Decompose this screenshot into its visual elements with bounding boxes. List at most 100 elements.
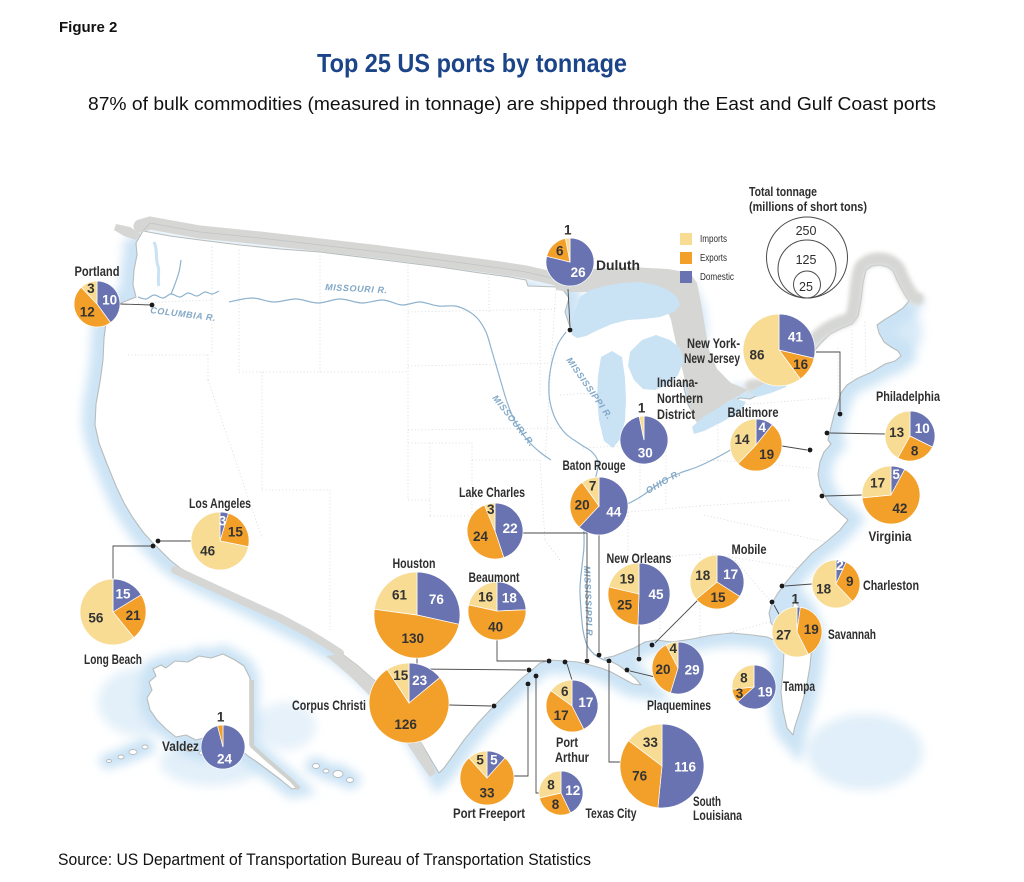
- svg-text:125: 125: [796, 253, 817, 267]
- svg-text:12: 12: [565, 783, 580, 798]
- svg-text:3: 3: [736, 686, 744, 701]
- svg-text:Louisiana: Louisiana: [693, 808, 742, 823]
- svg-text:District: District: [657, 407, 695, 422]
- svg-text:19: 19: [804, 622, 819, 637]
- svg-text:5: 5: [476, 752, 484, 767]
- svg-text:18: 18: [502, 591, 518, 606]
- svg-text:Baton Rouge: Baton Rouge: [563, 458, 626, 473]
- svg-text:116: 116: [674, 760, 696, 775]
- svg-text:Tampa: Tampa: [783, 679, 815, 694]
- svg-text:45: 45: [648, 587, 664, 602]
- svg-text:15: 15: [115, 587, 131, 602]
- svg-text:Domestic: Domestic: [700, 272, 734, 283]
- svg-text:12: 12: [80, 305, 95, 320]
- svg-text:21: 21: [126, 608, 142, 623]
- svg-text:10: 10: [102, 292, 117, 307]
- svg-text:44: 44: [606, 504, 622, 519]
- svg-text:Houston: Houston: [393, 556, 436, 571]
- svg-text:26: 26: [571, 265, 587, 280]
- svg-text:5: 5: [892, 467, 900, 482]
- svg-text:61: 61: [392, 587, 408, 602]
- svg-text:29: 29: [685, 663, 700, 678]
- svg-text:10: 10: [915, 421, 930, 436]
- svg-text:Virginia: Virginia: [869, 529, 912, 544]
- svg-text:24: 24: [217, 752, 233, 767]
- svg-text:New Jersey: New Jersey: [684, 351, 740, 366]
- svg-text:South: South: [693, 794, 721, 809]
- svg-text:Plaquemines: Plaquemines: [647, 698, 711, 713]
- svg-text:Mobile: Mobile: [732, 542, 767, 557]
- svg-text:New York-: New York-: [687, 336, 740, 351]
- svg-text:MISSISSIPPI R.: MISSISSIPPI R.: [582, 566, 595, 640]
- svg-text:Portland: Portland: [75, 264, 120, 279]
- svg-text:19: 19: [620, 571, 635, 586]
- svg-text:Charleston: Charleston: [863, 578, 919, 593]
- svg-text:24: 24: [473, 529, 489, 544]
- svg-text:18: 18: [695, 568, 711, 583]
- svg-text:Long Beach: Long Beach: [84, 652, 142, 667]
- svg-text:8: 8: [552, 797, 560, 812]
- svg-text:Savannah: Savannah: [828, 627, 876, 642]
- svg-text:Indiana-: Indiana-: [657, 375, 698, 390]
- svg-text:46: 46: [200, 544, 216, 559]
- svg-text:New Orleans: New Orleans: [607, 551, 672, 566]
- svg-text:17: 17: [870, 475, 885, 490]
- svg-text:Arthur: Arthur: [555, 750, 590, 765]
- svg-text:19: 19: [758, 684, 773, 699]
- svg-text:56: 56: [88, 611, 104, 626]
- svg-text:Exports: Exports: [700, 253, 727, 264]
- svg-text:4: 4: [758, 420, 766, 435]
- svg-text:76: 76: [632, 768, 648, 783]
- svg-text:1: 1: [792, 592, 800, 607]
- svg-text:3: 3: [87, 281, 95, 296]
- svg-text:23: 23: [412, 673, 428, 688]
- svg-text:40: 40: [488, 619, 503, 634]
- svg-text:2: 2: [836, 558, 844, 573]
- svg-text:Imports: Imports: [700, 234, 727, 245]
- svg-text:Baltimore: Baltimore: [728, 405, 779, 420]
- svg-text:33: 33: [643, 735, 659, 750]
- svg-text:17: 17: [578, 695, 593, 710]
- svg-text:15: 15: [393, 668, 409, 683]
- svg-text:250: 250: [796, 224, 817, 238]
- svg-text:Valdez: Valdez: [162, 739, 199, 754]
- svg-text:Figure 2: Figure 2: [59, 19, 117, 36]
- svg-text:17: 17: [723, 567, 738, 582]
- svg-text:7: 7: [589, 479, 597, 494]
- svg-text:16: 16: [793, 357, 809, 372]
- svg-text:1: 1: [217, 710, 225, 725]
- svg-text:42: 42: [892, 501, 907, 516]
- svg-text:33: 33: [479, 785, 495, 800]
- svg-text:126: 126: [394, 717, 417, 732]
- svg-text:Port Freeport: Port Freeport: [453, 806, 525, 821]
- svg-text:8: 8: [547, 778, 555, 793]
- svg-text:27: 27: [776, 628, 791, 643]
- svg-text:25: 25: [617, 597, 633, 612]
- svg-text:19: 19: [759, 447, 774, 462]
- svg-text:6: 6: [556, 244, 564, 259]
- svg-text:3: 3: [487, 502, 495, 517]
- svg-text:Beaumont: Beaumont: [469, 570, 520, 585]
- svg-text:41: 41: [788, 330, 804, 345]
- svg-text:5: 5: [490, 752, 498, 767]
- svg-text:Port: Port: [556, 735, 578, 750]
- svg-text:15: 15: [228, 524, 244, 539]
- svg-text:Source: US Department of Trans: Source: US Department of Transportation …: [58, 850, 591, 869]
- svg-text:Philadelphia: Philadelphia: [876, 389, 940, 404]
- svg-text:3: 3: [219, 514, 227, 529]
- svg-text:22: 22: [503, 521, 518, 536]
- svg-text:15: 15: [710, 590, 726, 605]
- svg-text:25: 25: [799, 280, 813, 294]
- svg-text:Total tonnage: Total tonnage: [749, 185, 817, 199]
- svg-text:130: 130: [402, 631, 425, 646]
- svg-text:18: 18: [816, 581, 832, 596]
- svg-text:13: 13: [889, 425, 905, 440]
- svg-text:9: 9: [846, 574, 854, 589]
- svg-text:6: 6: [561, 684, 569, 699]
- svg-text:17: 17: [554, 708, 569, 723]
- svg-text:Duluth: Duluth: [596, 258, 640, 273]
- svg-text:Northern: Northern: [657, 391, 703, 406]
- svg-text:14: 14: [734, 432, 750, 447]
- svg-text:Los Angeles: Los Angeles: [189, 496, 251, 511]
- svg-text:Corpus Christi: Corpus Christi: [292, 698, 366, 713]
